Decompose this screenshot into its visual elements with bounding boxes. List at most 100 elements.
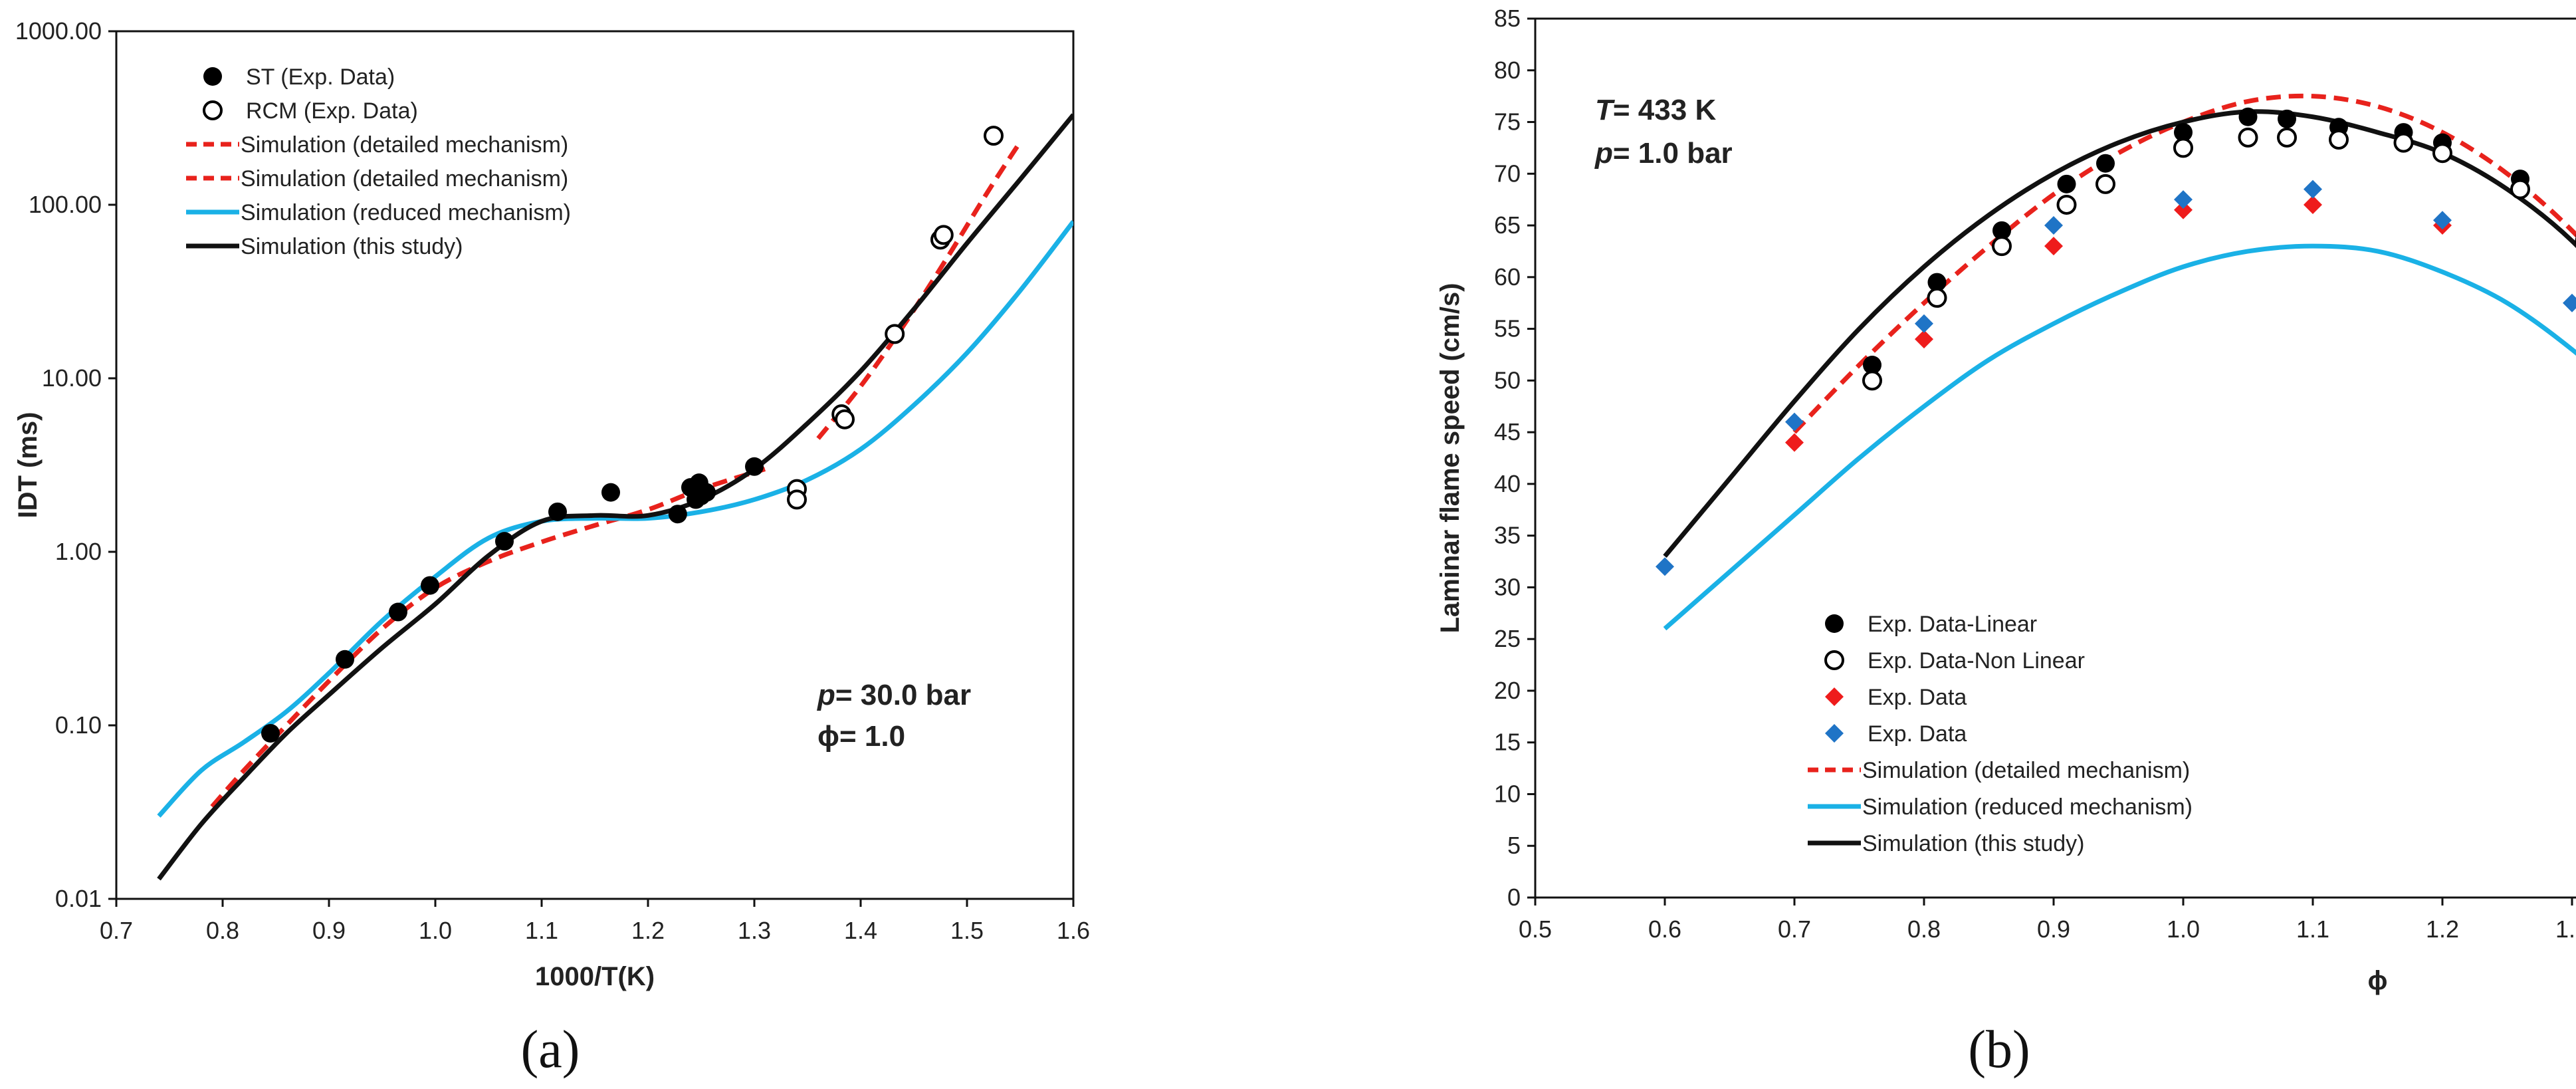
legend-label: Simulation (reduced mechanism) (1862, 794, 2193, 820)
y-tick-label: 20 (1494, 677, 1521, 704)
y-tick-label: 85 (1494, 5, 1521, 32)
data-point-s0 (1927, 273, 1947, 292)
data-point-s3 (2563, 293, 2576, 312)
series-line-2 (210, 467, 766, 808)
x-tick-label: 1.1 (2296, 915, 2329, 943)
annotation-pressure: p= 30.0 bar (817, 679, 971, 711)
data-point-s0 (2238, 107, 2258, 126)
x-tick-label: 1.6 (1057, 917, 1090, 944)
data-point-s1 (2173, 138, 2193, 158)
series-line-5 (1663, 243, 2576, 631)
y-tick-label: 1.00 (55, 538, 102, 565)
data-point-s1 (2510, 179, 2530, 199)
legend-label: Simulation (detailed mechanism) (241, 132, 568, 158)
legend-marker (1824, 650, 1844, 670)
data-point-s0 (1992, 221, 2011, 240)
x-tick-label: 1.4 (844, 917, 877, 944)
y-tick-label: 80 (1494, 57, 1521, 84)
data-point-s1 (2432, 143, 2452, 164)
legend-label: Exp. Data-Non Linear (1868, 648, 2085, 673)
annotation-rest: = 433 K (1613, 94, 1717, 126)
chart-b: 0.50.60.70.80.91.01.11.21.31.41.51.61.71… (1436, 5, 2576, 1079)
panel-label-b: (b) (1968, 1021, 2030, 1079)
data-point-s0 (668, 505, 687, 524)
y-tick-label: 15 (1494, 729, 1521, 756)
data-point-s0 (745, 457, 764, 476)
y-tick-label: 1000.00 (15, 17, 102, 45)
annotation-var: p (1594, 137, 1613, 170)
annotation-rest: = 30.0 bar (835, 679, 971, 711)
plot-frame (1534, 17, 2576, 899)
data-point-s1 (1927, 287, 1947, 308)
data-point-s1 (1862, 370, 1882, 391)
y-tick-label: 50 (1494, 366, 1521, 394)
data-point-s3 (2044, 216, 2063, 235)
annotation-pressure: p= 1.0 bar (1594, 137, 1733, 170)
data-point-s1 (835, 409, 855, 429)
data-point-s1 (933, 225, 954, 245)
y-tick-label: 55 (1494, 315, 1521, 342)
y-axis-label: Laminar flame speed (cm/s) (1436, 283, 1465, 634)
data-point-s3 (1785, 412, 1804, 431)
data-point-s2 (1915, 330, 1933, 349)
y-tick-label: 5 (1507, 832, 1521, 859)
data-point-s0 (2096, 154, 2115, 173)
data-point-s0 (697, 483, 716, 502)
legend-label: ST (Exp. Data) (246, 64, 395, 90)
data-point-s0 (421, 576, 439, 595)
annotation-phi: ϕ= 1.0 (817, 720, 905, 753)
legend-marker (1825, 614, 1844, 633)
y-axis-label: IDT (ms) (13, 412, 43, 519)
x-tick-label: 0.6 (1648, 915, 1681, 943)
annotation-var: p (817, 679, 835, 711)
x-axis-label: ϕ (2368, 966, 2388, 995)
data-point-s0 (1863, 356, 1881, 375)
legend-marker (203, 100, 223, 120)
y-tick-label: 10.00 (42, 364, 102, 392)
data-point-s2 (2174, 200, 2193, 219)
legend: ST (Exp. Data) RCM (Exp. Data) Simulation … (186, 64, 571, 259)
data-point-s0 (2174, 123, 2193, 142)
series-line-3 (816, 140, 1022, 440)
data-point-s0 (601, 483, 620, 502)
y-tick-label: 35 (1494, 522, 1521, 549)
legend-label: Simulation (reduced mechanism) (241, 200, 571, 225)
data-point-s1 (885, 324, 905, 344)
panel-label-a: (a) (521, 1021, 580, 1079)
legend-label: Simulation (this study) (241, 234, 463, 259)
x-tick-label: 0.8 (1907, 915, 1941, 943)
y-tick-label: 0.10 (55, 711, 102, 739)
legend-label: Exp. Data (1868, 721, 1967, 747)
annotation-rest: = 1.0 bar (1613, 137, 1733, 170)
series-line-4 (1792, 93, 2576, 434)
data-point-s3 (1915, 314, 1933, 333)
data-point-s1 (2393, 132, 2414, 153)
data-point-s0 (495, 532, 514, 551)
y-tick-label: 10 (1494, 780, 1521, 807)
legend-label: Exp. Data-Linear (1868, 612, 2037, 637)
y-tick-label: 70 (1494, 160, 1521, 187)
x-tick-label: 0.5 (1519, 915, 1552, 943)
y-tick-label: 30 (1494, 573, 1521, 600)
x-tick-label: 0.7 (1778, 915, 1811, 943)
x-tick-label: 1.2 (2426, 915, 2459, 943)
data-point-s2 (2044, 237, 2063, 256)
x-axis-label: 1000/T(K) (535, 962, 655, 991)
data-point-s3 (2433, 211, 2452, 230)
y-tick-label: 60 (1494, 263, 1521, 291)
data-point-s1 (787, 489, 807, 510)
data-point-s0 (2057, 174, 2076, 193)
x-tick-label: 1.2 (631, 917, 665, 944)
data-point-s0 (2278, 109, 2296, 128)
x-tick-label: 0.9 (312, 917, 346, 944)
x-tick-label: 0.7 (100, 917, 133, 944)
legend-marker (203, 67, 222, 86)
annotation-temperature: T= 433 K (1595, 94, 1716, 126)
legend-label: Simulation (detailed mechanism) (241, 166, 568, 191)
data-point-s0 (336, 650, 354, 669)
legend-marker (1825, 724, 1844, 743)
legend-label: Simulation (this study) (1862, 831, 2084, 856)
annotation-var: T (1595, 94, 1615, 126)
x-tick-label: 1.3 (2555, 915, 2576, 943)
